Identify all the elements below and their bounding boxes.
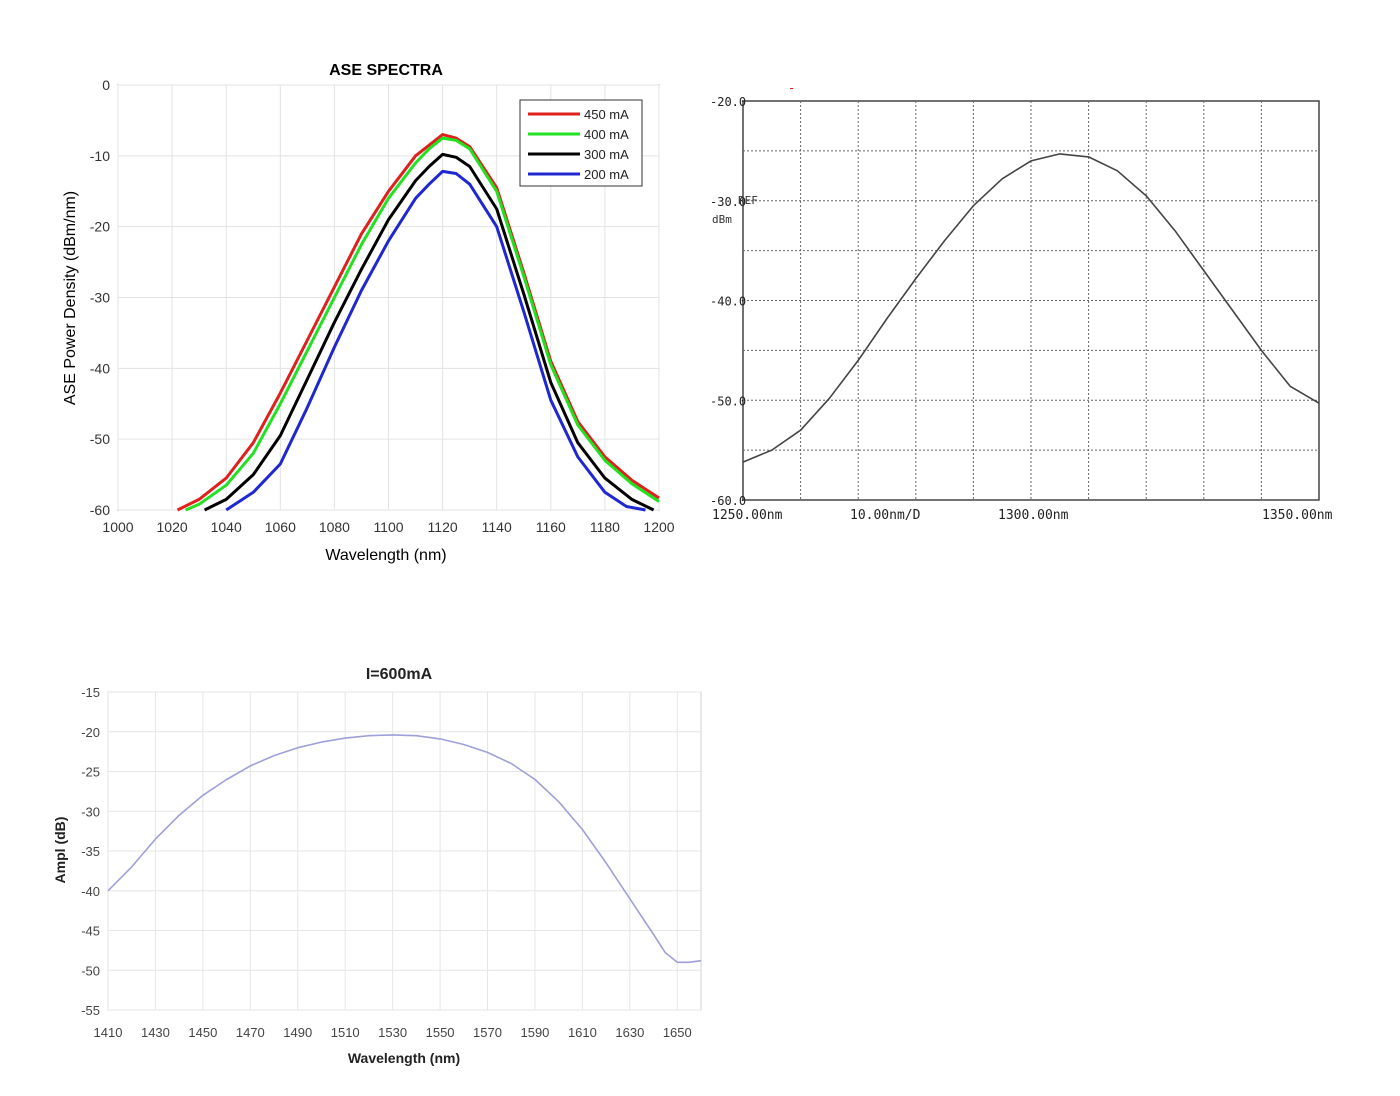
marker-text: - <box>788 81 795 95</box>
y-axis-ticks: 0 -10 -20 -30 -40 -50 -60 <box>90 77 110 518</box>
x-tick-label: 1470 <box>236 1025 265 1040</box>
y-tick-label: -30 <box>90 290 110 306</box>
grid <box>743 101 1319 500</box>
y-tick-label: -45 <box>81 924 100 939</box>
y-tick-label: -40.0 <box>710 295 746 309</box>
x-tick-label: 1080 <box>319 519 350 535</box>
chart-ampl-600ma: I=600mA 1410 1430 1450 1470 1490 1510 1530 1550… <box>40 650 730 1080</box>
x-tick-label: 1630 <box>615 1025 644 1040</box>
chart-title: I=600mA <box>366 666 433 683</box>
legend-label: 450 mA <box>584 107 629 122</box>
x-tick-label: 1530 <box>378 1025 407 1040</box>
y-axis-label: ASE Power Density (dBm/nm) <box>62 191 79 405</box>
legend-label: 200 mA <box>584 167 629 182</box>
chart-title: ASE SPECTRA <box>329 62 443 79</box>
y-tick-label: -60 <box>90 502 110 518</box>
x-tick-start: 1250.00nm <box>712 508 783 523</box>
x-tick-label: 1180 <box>590 519 620 535</box>
y-tick-label: -50.0 <box>710 394 746 408</box>
y-tick-label: -15 <box>81 685 100 700</box>
chart-osa-trace: - -20.0 -30.0 -40.0 -50.0 -60.0 REF dBm 1250… <box>710 81 1333 523</box>
y-tick-label: -40 <box>90 360 110 376</box>
x-tick-label: 1140 <box>482 519 512 535</box>
x-tick-label: 1060 <box>265 519 296 535</box>
x-tick-center: 1300.00nm <box>998 508 1069 523</box>
x-tick-label: 1430 <box>141 1025 170 1040</box>
series-group <box>176 133 660 512</box>
legend-entries: 450 mA 400 mA 300 mA 200 mA <box>528 107 629 182</box>
series-line-600ma <box>107 734 702 964</box>
x-tick-label: 1550 <box>426 1025 455 1040</box>
y-tick-label: -60.0 <box>710 494 746 508</box>
y-tick-label: -35 <box>81 844 100 859</box>
series-group <box>742 153 1320 463</box>
legend-label: 400 mA <box>584 127 629 142</box>
legend-label: 300 mA <box>584 147 629 162</box>
x-tick-label: 1610 <box>568 1025 597 1040</box>
series-line-400-ma <box>185 136 660 512</box>
series-line-200-ma <box>225 169 646 512</box>
x-tick-label: 1200 <box>643 519 674 535</box>
x-axis-label: Wavelength (nm) <box>325 547 446 564</box>
x-axis-ticks: 1410 1430 1450 1470 1490 1510 1530 1550 1570 1590… <box>94 1025 692 1040</box>
y-tick-label: -50 <box>90 431 110 447</box>
x-tick-label: 1450 <box>188 1025 217 1040</box>
x-tick-label: 1590 <box>520 1025 549 1040</box>
y-tick-label: 0 <box>102 77 110 93</box>
x-tick-label: 1570 <box>473 1025 502 1040</box>
y-axis-ticks: -20.0 -30.0 -40.0 -50.0 -60.0 <box>710 95 746 508</box>
y-tick-label: -20.0 <box>710 95 746 109</box>
y-tick-label: -50 <box>81 963 100 978</box>
x-tick-label: 1040 <box>211 519 242 535</box>
y-tick-label: -25 <box>81 765 100 780</box>
x-tick-label: 1510 <box>331 1025 360 1040</box>
unit-label: dBm <box>712 213 732 226</box>
ref-label: REF <box>738 194 758 207</box>
chart-ase-spectra: ASE SPECTRA 1000 1020 1040 1060 1080 1100 1120… <box>62 62 675 564</box>
y-tick-label: -40 <box>81 884 100 899</box>
x-tick-label: 1410 <box>94 1025 123 1040</box>
y-tick-label: -55 <box>81 1003 100 1018</box>
series-line-300-ma <box>203 152 655 512</box>
y-tick-label: -30.0 <box>710 195 746 209</box>
x-tick-label: 1020 <box>157 519 188 535</box>
y-tick-label: -20 <box>90 219 110 235</box>
legend: 450 mA 400 mA 300 mA 200 mA <box>519 99 643 187</box>
y-tick-label: -30 <box>81 804 100 819</box>
series-group <box>107 734 702 964</box>
y-tick-label: -20 <box>81 725 100 740</box>
x-axis-label: Wavelength (nm) <box>348 1050 460 1066</box>
y-tick-label: -10 <box>90 148 110 164</box>
x-tick-label: 1490 <box>283 1025 312 1040</box>
x-tick-label: 1650 <box>663 1025 692 1040</box>
x-tick-label: 1160 <box>536 519 566 535</box>
x-tick-div: 10.00nm/D <box>850 508 921 523</box>
x-tick-label: 1100 <box>373 519 403 535</box>
x-tick-label: 1120 <box>428 519 458 535</box>
y-axis-ticks: -15 -20 -25 -30 -35 -40 -45 -50 -55 <box>81 685 100 1018</box>
y-axis-label: Ampl (dB) <box>52 817 68 884</box>
series-line-trace <box>742 153 1320 463</box>
grid <box>107 691 701 1011</box>
x-tick-label: 1000 <box>102 519 133 535</box>
x-tick-end: 1350.00nm <box>1262 508 1333 523</box>
x-axis-ticks: 1000 1020 1040 1060 1080 1100 1120 1140 1160 1180… <box>102 519 674 535</box>
